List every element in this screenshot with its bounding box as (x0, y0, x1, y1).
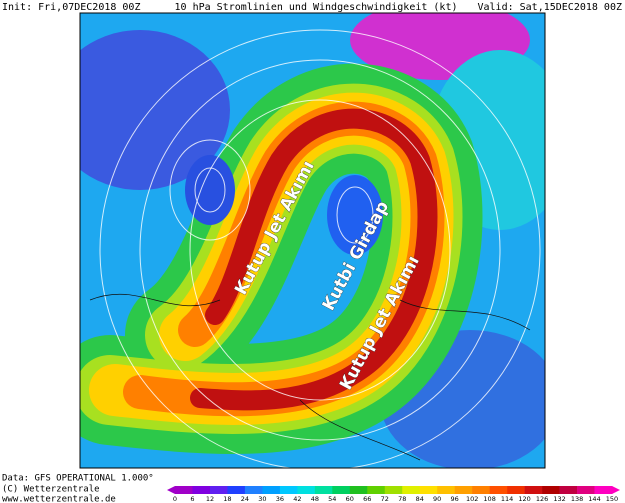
colorbar-segment (367, 486, 386, 494)
colorbar-label: 18 (223, 495, 231, 503)
colorbar-segment (349, 486, 368, 494)
colorbar-label: 72 (381, 495, 389, 503)
colorbar-segment (192, 486, 211, 494)
colorbar-segment (332, 486, 351, 494)
colorbar-label: 138 (571, 495, 583, 503)
colorbar-label: 48 (311, 495, 319, 503)
colorbar-segment (437, 486, 455, 494)
colorbar-segment (227, 486, 246, 494)
colorbar-label: 78 (398, 495, 406, 503)
colorbar-segment (419, 486, 438, 494)
init-label: Init: Fri,07DEC2018 00Z (2, 2, 140, 13)
map-title: 10 hPa Stromlinien und Windgeschwindigke… (175, 2, 458, 13)
colorbar-segment (472, 486, 490, 494)
colorbar-label: 36 (276, 495, 284, 503)
colorbar-arrow (612, 486, 620, 494)
colorbar-segment (489, 486, 508, 494)
colorbar-label: 6 (190, 495, 194, 503)
map-frame (79, 12, 546, 469)
colorbar-segment (244, 486, 263, 494)
colorbar-segment (297, 486, 316, 494)
colorbar-label: 102 (466, 495, 478, 503)
colorbar-label: 42 (293, 495, 301, 503)
colorbar-segment (559, 486, 578, 494)
colorbar-segment (209, 486, 228, 494)
colorbar-segment (175, 486, 193, 494)
colorbar-segment (577, 486, 595, 494)
colorbar-label: 90 (433, 495, 441, 503)
colorbar-label: 66 (363, 495, 371, 503)
footer-text: www.wetterzentrale.de (2, 495, 116, 503)
colorbar-segment (542, 486, 560, 494)
colorbar-segment (402, 486, 421, 494)
colorbar-label: 12 (206, 495, 214, 503)
colorbar-label: 96 (451, 495, 459, 503)
colorbar: 0 6 12 18 24 30 36 42 48 54 60 66 72 78 84 90 96 102 108 11… (167, 486, 620, 503)
footer-text: Data: GFS OPERATIONAL 1.000° (2, 474, 154, 484)
colorbar-label: 30 (258, 495, 266, 503)
colorbar-segment (314, 486, 333, 494)
valid-label: Valid: Sat,15DEC2018 00Z (478, 2, 623, 13)
colorbar-label: 24 (241, 495, 249, 503)
footer-text: (C) Wetterzentrale (2, 485, 100, 495)
colorbar-label: 54 (328, 495, 336, 503)
colorbar-segment (262, 486, 281, 494)
colorbar-segment (594, 486, 613, 494)
colorbar-label: 126 (536, 495, 548, 503)
colorbar-arrow (167, 486, 175, 494)
colorbar-label: 120 (518, 495, 530, 503)
colorbar-label: 132 (553, 495, 565, 503)
colorbar-label: 114 (501, 495, 513, 503)
colorbar-label: 108 (483, 495, 495, 503)
colorbar-label: 84 (416, 495, 424, 503)
colorbar-segment (279, 486, 298, 494)
colorbar-label: 150 (606, 495, 618, 503)
colorbar-segment (507, 486, 525, 494)
colorbar-label: 0 (173, 495, 177, 503)
colorbar-segment (524, 486, 543, 494)
colorbar-label: 60 (346, 495, 354, 503)
colorbar-label: 144 (588, 495, 600, 503)
colorbar-segment (384, 486, 403, 494)
map: Kutup Jet Akımı Kutbi Girdap Kutup Jet A… (80, 13, 545, 468)
colorbar-segment (454, 486, 473, 494)
